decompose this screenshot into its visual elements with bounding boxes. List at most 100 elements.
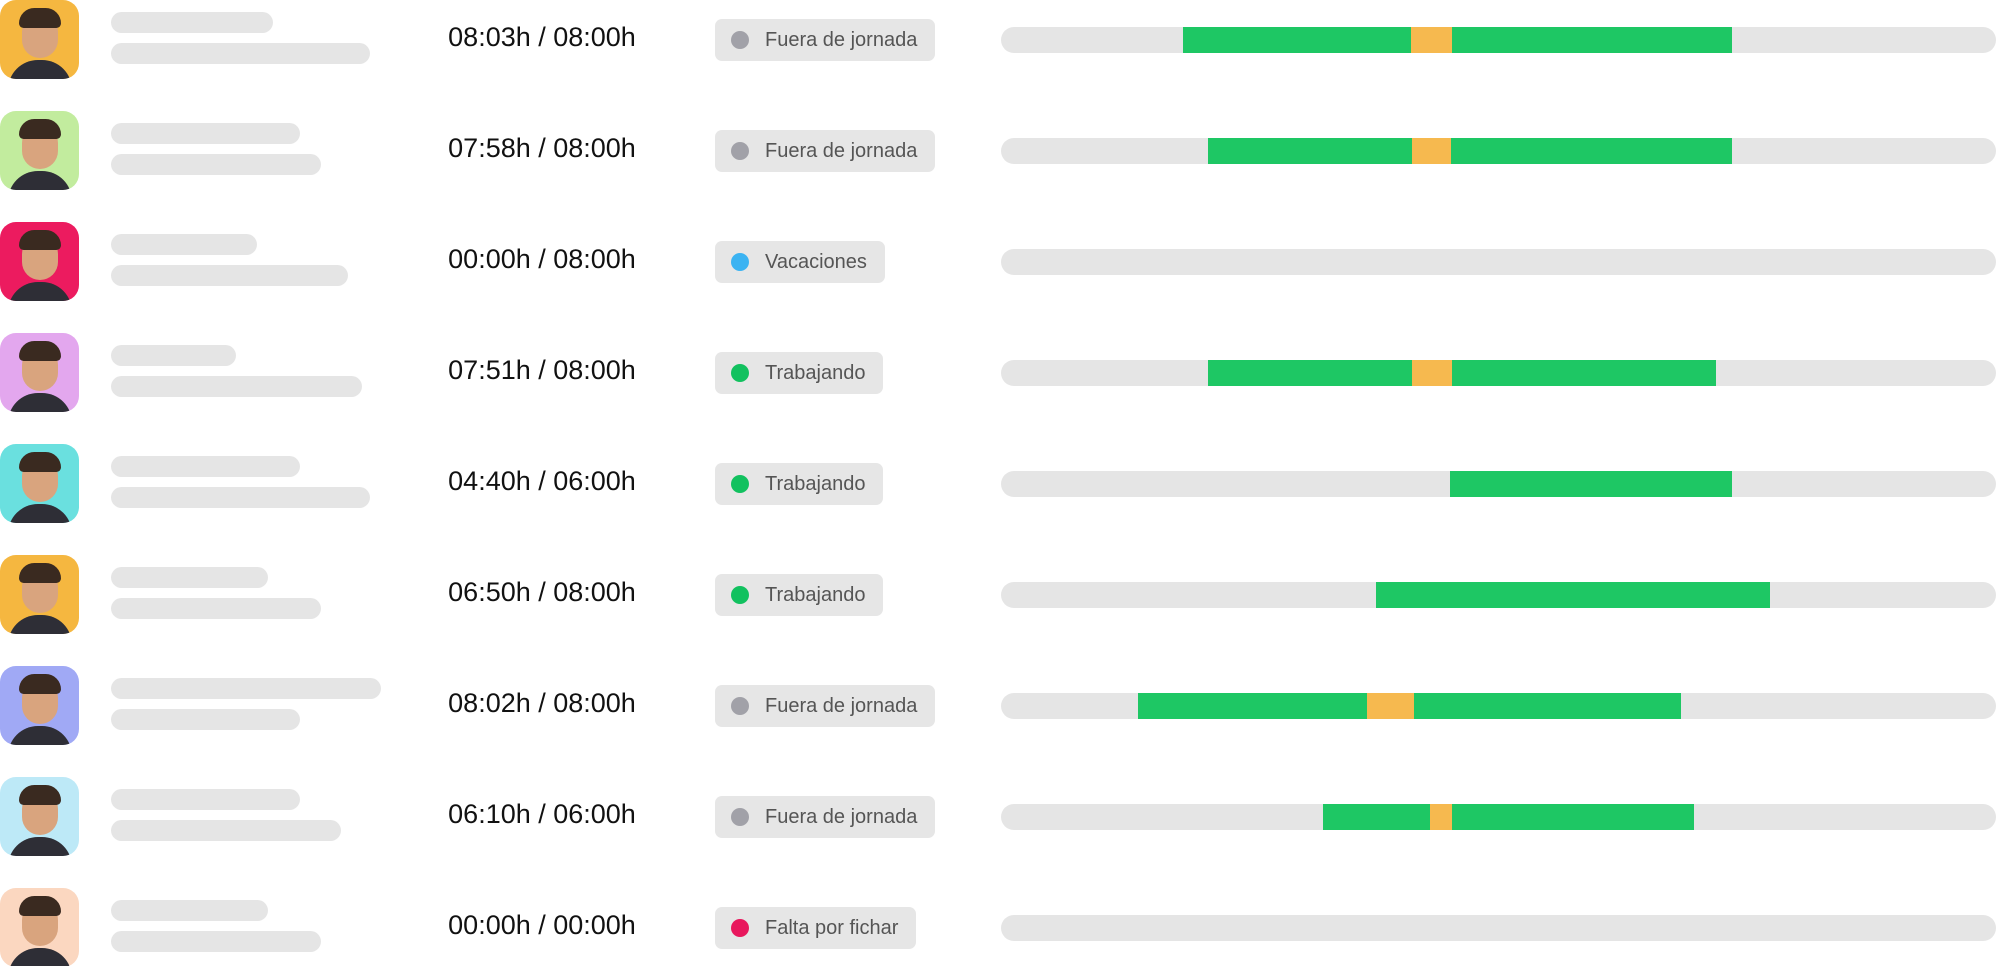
name-placeholder [111,123,300,144]
timeline-track [1001,249,1996,275]
status-dot [731,919,749,937]
work-segment [1413,693,1681,719]
role-placeholder [111,265,348,286]
role-placeholder [111,43,370,64]
status-badge: Fuera de jornada [715,796,936,838]
status-badge: Trabajando [715,463,884,505]
avatar-hair [19,674,61,694]
avatar-hair [19,896,61,916]
name-placeholder [111,345,236,366]
avatar-hair [19,8,61,28]
avatar [0,666,79,745]
work-segment [1450,138,1733,164]
name-placeholder [111,456,300,477]
status-badge: Falta por fichar [715,907,917,949]
status-dot [731,253,749,271]
hours-worked: 08:02h / 08:00h [448,688,636,718]
avatar [0,0,79,79]
avatar [0,333,79,412]
work-segment [1451,360,1717,386]
avatar-hair [19,341,61,361]
role-placeholder [111,487,370,508]
work-segment [1207,360,1412,386]
work-segment [1183,27,1411,53]
status-dot [731,31,749,49]
employee-row: 08:03h / 08:00h Fuera de jornada [0,0,2000,80]
avatar-hair [19,563,61,583]
status-dot [731,808,749,826]
work-segment [1451,27,1733,53]
employee-row: 06:10h / 06:00h Fuera de jornada [0,777,2000,857]
employee-row: 07:58h / 08:00h Fuera de jornada [0,111,2000,191]
work-segment [1207,138,1412,164]
avatar-body [8,282,72,301]
hours-worked: 00:00h / 08:00h [448,244,636,274]
status-badge: Fuera de jornada [715,19,936,61]
avatar-body [8,726,72,745]
avatar-body [8,504,72,523]
status-badge: Trabajando [715,352,884,394]
break-segment [1367,693,1414,719]
work-segment [1451,804,1694,830]
status-dot [731,475,749,493]
timeline-track [1001,27,1996,53]
timeline-track [1001,582,1996,608]
status-dot [731,142,749,160]
role-placeholder [111,709,300,730]
role-placeholder [111,820,341,841]
break-segment [1411,360,1452,386]
hours-worked: 07:58h / 08:00h [448,133,636,163]
status-badge: Fuera de jornada [715,130,936,172]
avatar-body [8,948,72,966]
hours-worked: 07:51h / 08:00h [448,355,636,385]
name-placeholder [111,678,381,699]
employee-row: 00:00h / 00:00h Falta por fichar [0,888,2000,966]
hours-worked: 06:10h / 06:00h [448,799,636,829]
role-placeholder [111,931,321,952]
status-badge: Trabajando [715,574,884,616]
timeline-track [1001,360,1996,386]
timeline-track [1001,693,1996,719]
timeline-track [1001,138,1996,164]
avatar-body [8,615,72,634]
avatar-body [8,837,72,856]
work-segment [1138,693,1368,719]
role-placeholder [111,154,321,175]
timeline-track [1001,471,1996,497]
employee-row: 00:00h / 08:00h Vacaciones [0,222,2000,302]
avatar [0,111,79,190]
role-placeholder [111,598,321,619]
status-dot [731,364,749,382]
avatar-body [8,60,72,79]
avatar-hair [19,119,61,139]
employee-row: 08:02h / 08:00h Fuera de jornada [0,666,2000,746]
break-segment [1410,27,1452,53]
avatar [0,222,79,301]
timeline-track [1001,804,1996,830]
employee-row: 04:40h / 06:00h Trabajando [0,444,2000,524]
employee-row: 07:51h / 08:00h Trabajando [0,333,2000,413]
status-badge: Fuera de jornada [715,685,936,727]
name-placeholder [111,900,268,921]
avatar-hair [19,785,61,805]
break-segment [1411,138,1451,164]
name-placeholder [111,789,300,810]
avatar-body [8,393,72,412]
name-placeholder [111,12,273,33]
work-segment [1449,471,1733,497]
status-dot [731,586,749,604]
name-placeholder [111,567,268,588]
avatar-body [8,171,72,190]
avatar-hair [19,230,61,250]
avatar-hair [19,452,61,472]
hours-worked: 04:40h / 06:00h [448,466,636,496]
employee-row: 06:50h / 08:00h Trabajando [0,555,2000,635]
status-badge: Vacaciones [715,241,885,283]
timeline-track [1001,915,1996,941]
work-segment [1323,804,1430,830]
name-placeholder [111,234,257,255]
role-placeholder [111,376,362,397]
avatar [0,444,79,523]
avatar [0,555,79,634]
